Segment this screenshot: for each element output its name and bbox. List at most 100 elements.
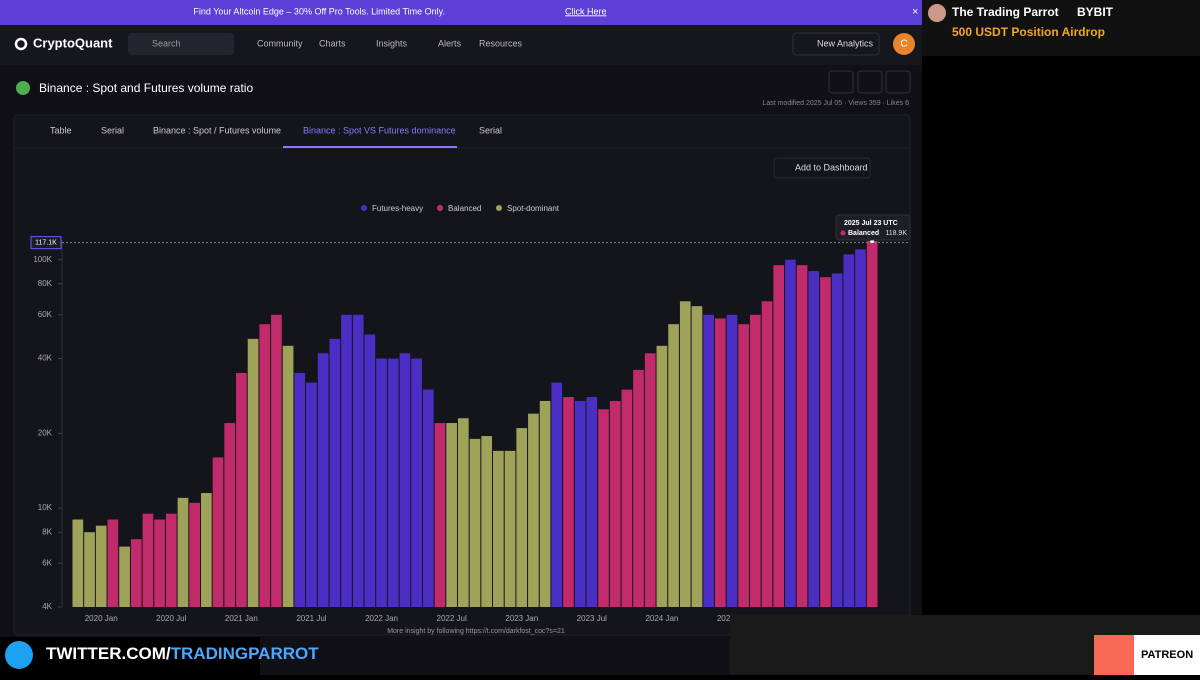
nav-item[interactable]: Resources [479, 38, 523, 48]
twitter-text: TWITTER.COM/TRADINGPARROT [46, 644, 319, 663]
crosshair-label: 117.1K [35, 239, 57, 246]
bar [551, 382, 563, 607]
bar [831, 273, 843, 607]
bar [306, 382, 317, 607]
tooltip-value: 118.9K [885, 230, 907, 237]
promo: 500 USDT Position Airdrop [952, 25, 1105, 39]
stream-header [922, 0, 1200, 56]
bar [294, 372, 306, 607]
page-meta: Last modified 2025 Jul 05 · Views 359 · … [762, 100, 909, 107]
bar [855, 249, 866, 608]
bar [446, 423, 457, 607]
bar [750, 314, 761, 607]
y-tick-label: 10K [38, 503, 53, 512]
banner [0, 0, 922, 25]
bar [738, 324, 750, 607]
bar [119, 546, 130, 607]
bar [796, 265, 808, 607]
bar [352, 314, 364, 607]
bar [387, 358, 399, 607]
bar [493, 450, 504, 607]
bar [165, 513, 177, 607]
bar [130, 539, 142, 607]
channel-name: The Trading Parrot [952, 5, 1059, 19]
logo-icon [14, 37, 28, 51]
y-tick-label: 8K [42, 527, 52, 536]
twitter-strip [0, 637, 260, 675]
bookmark-button[interactable] [857, 70, 883, 94]
bar [95, 525, 107, 607]
bar [609, 400, 621, 607]
twitter-prefix: TWITTER.COM/ [46, 644, 171, 663]
tab[interactable]: Serial [479, 125, 502, 135]
bar [422, 389, 434, 607]
tab[interactable]: Serial [101, 125, 124, 135]
add-dashboard-button[interactable] [773, 157, 871, 179]
nav-item[interactable]: Charts [319, 38, 346, 48]
page-title: Binance : Spot and Futures volume ratio [39, 81, 253, 95]
bar [808, 271, 820, 607]
bar [866, 240, 878, 608]
bar [761, 301, 773, 607]
x-tick-label: 2024 Jan [645, 614, 678, 623]
bar [457, 418, 469, 607]
new-analytics-button[interactable] [792, 32, 880, 56]
y-tick-label: 80K [38, 279, 53, 288]
bar [820, 277, 831, 607]
bar [376, 358, 387, 607]
x-tick-label: 2023 Jul [577, 614, 607, 623]
search-box[interactable] [128, 33, 234, 55]
bar [843, 254, 855, 608]
bar [236, 372, 247, 607]
x-tick-label: 2022 Jan [365, 614, 398, 623]
bar [247, 338, 259, 607]
like-button[interactable] [828, 70, 854, 94]
banner-close[interactable]: × [912, 6, 918, 18]
x-tick-label: 2020 Jan [85, 614, 118, 623]
x-tick-label: 2023 Jan [505, 614, 538, 623]
bar [282, 345, 294, 607]
footer-note: More insight by following https://t.com/… [387, 628, 565, 635]
bar [504, 450, 516, 607]
bar [773, 265, 785, 607]
bar [703, 314, 714, 607]
chart: 4K 6K 8K 10K 20K 40K 60K 80K 100K Futures-heavy Ba… [30, 204, 911, 623]
streamer-avatar [928, 4, 946, 22]
bar [785, 259, 796, 607]
binance-icon [16, 81, 30, 95]
bar [271, 314, 282, 607]
logo[interactable]: CryptoQuant [33, 35, 113, 50]
nav-item[interactable]: Community [257, 38, 303, 48]
bar [154, 519, 165, 607]
tab-active[interactable]: Binance : Spot VS Futures dominance [303, 125, 456, 135]
bar [107, 519, 119, 607]
bar [72, 519, 84, 607]
legend-label: Futures-heavy [372, 204, 423, 213]
y-tick-label: 6K [42, 558, 52, 567]
bar [364, 334, 376, 607]
nav-item[interactable]: Insights [376, 38, 408, 48]
bar [679, 301, 691, 607]
bar [621, 389, 633, 607]
bar [563, 397, 574, 607]
y-tick-label: 20K [38, 428, 53, 437]
menu-button[interactable] [885, 70, 911, 94]
tab[interactable]: Binance : Spot / Futures volume [153, 125, 281, 135]
tab[interactable]: Table [50, 125, 72, 135]
banner-text: Find Your Altcoin Edge – 30% Off Pro Too… [193, 6, 445, 16]
bar [212, 457, 224, 607]
nav-item[interactable]: Alerts [438, 38, 462, 48]
y-tick-label: 100K [33, 255, 52, 264]
bar [317, 353, 329, 607]
legend-swatch [437, 205, 443, 211]
bar [329, 338, 341, 607]
bar [200, 493, 212, 607]
bar [142, 513, 154, 607]
banner-link[interactable]: Click Here [565, 6, 607, 16]
avatar[interactable] [893, 33, 915, 55]
x-tick-label: 2020 Jul [156, 614, 186, 623]
bar [434, 423, 446, 607]
crosshair-label-box [30, 236, 62, 250]
